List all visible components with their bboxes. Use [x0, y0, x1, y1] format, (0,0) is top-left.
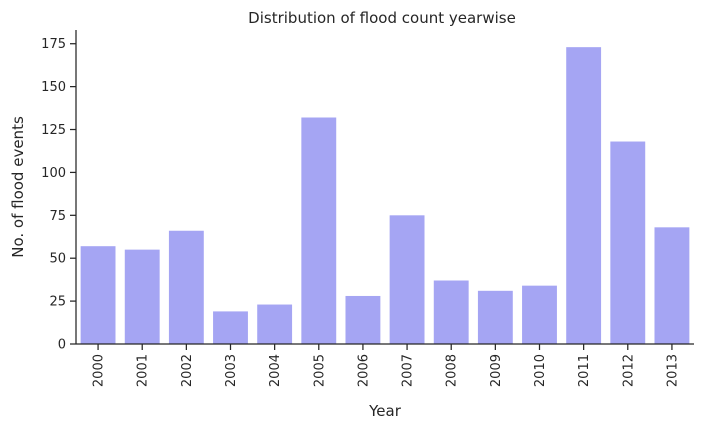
x-tick-label: 2004 [268, 354, 283, 387]
x-tick-label: 2007 [401, 354, 416, 387]
bar-2004 [257, 304, 293, 344]
y-axis: 0 25 50 75 100 125 150 175 [41, 30, 77, 353]
bar-2010 [522, 285, 557, 344]
bar-2007 [389, 215, 425, 344]
y-tick-label: 100 [41, 166, 66, 181]
y-tick-label: 0 [58, 338, 66, 353]
x-tick-label: 2003 [224, 354, 239, 387]
chart-title: Distribution of flood count yearwise [248, 9, 516, 27]
bar-2008 [433, 280, 469, 344]
x-axis-label: Year [368, 402, 402, 420]
bars-group [80, 47, 690, 344]
bar-2012 [610, 141, 646, 344]
y-tick-label: 175 [41, 37, 66, 52]
y-axis-label: No. of flood events [9, 116, 27, 258]
bar-2001 [124, 249, 160, 344]
y-tick-label: 150 [41, 80, 66, 95]
x-tick-label: 2006 [356, 354, 371, 387]
x-axis: 2000 2001 2002 2003 2004 2005 2006 2007 2008 2009… [76, 343, 694, 387]
x-tick-label: 2001 [136, 354, 151, 387]
bar-2013 [654, 227, 690, 344]
y-tick-label: 125 [41, 123, 66, 138]
x-tick-label: 2011 [577, 354, 592, 387]
bar-2003 [213, 311, 248, 344]
x-tick-label: 2012 [621, 354, 636, 387]
x-tick-label: 2009 [489, 354, 504, 387]
y-tick-label: 75 [49, 209, 66, 224]
bar-2000 [80, 246, 116, 344]
bar-2002 [168, 230, 204, 344]
bar-2011 [566, 47, 602, 344]
x-tick-label: 2013 [665, 354, 680, 387]
x-tick-label: 2005 [312, 354, 327, 387]
bar-2005 [301, 117, 337, 344]
x-tick-label: 2000 [92, 354, 107, 387]
bar-2009 [477, 290, 513, 344]
y-tick-label: 50 [49, 252, 66, 267]
y-tick-label: 25 [49, 295, 66, 310]
bar-2006 [345, 295, 381, 344]
x-tick-label: 2008 [445, 354, 460, 387]
x-tick-label: 2010 [533, 354, 548, 387]
x-tick-label: 2002 [180, 354, 195, 387]
